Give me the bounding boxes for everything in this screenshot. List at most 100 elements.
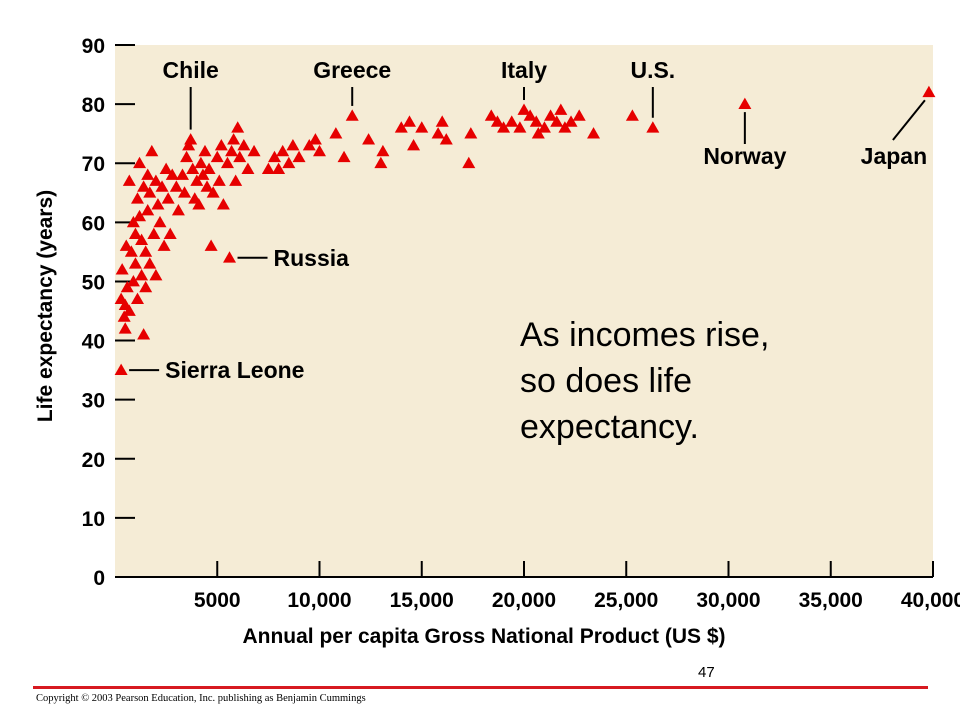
data-point [157,239,171,251]
data-point [206,186,220,198]
data-point [505,115,519,127]
data-point [204,239,218,251]
x-tick-label: 10,000 [287,589,351,612]
annotation-leader-japan [892,99,926,141]
data-point [272,162,286,175]
data-point [117,310,131,322]
data-point [376,144,390,157]
data-point [544,109,558,121]
y-tick-label: 80 [82,94,105,117]
y-tick-label: 50 [82,271,105,294]
copyright-notice: Copyright © 2003 Pearson Education, Inc.… [36,693,366,704]
x-tick-label: 20,000 [492,589,556,612]
data-point [169,180,183,192]
data-point [190,174,204,186]
data-point [155,180,169,192]
data-point [225,144,239,157]
annotation-label-sierra-leone: Sierra Leone [165,357,304,383]
life-expectancy-chart: 0 10 20 30 40 50 60 70 80 90 5000 10,000 15,000 20,00… [34,35,960,648]
data-point [115,263,129,275]
data-point [141,204,155,216]
data-point [282,156,296,169]
data-point [196,168,210,180]
annotation-label-chile: Chile [163,57,219,83]
y-tick-label: 60 [82,212,105,235]
callout-line-3: expectancy. [520,408,699,446]
data-point [118,322,132,334]
data-point [216,198,230,210]
data-point [484,109,498,121]
data-point [227,133,241,145]
y-tick-label: 30 [82,390,105,413]
data-point [210,150,224,163]
data-point [182,138,196,151]
data-point [133,209,147,222]
data-point [223,251,237,263]
data-point [137,328,151,340]
annotation-label-japan: Japan [861,143,927,169]
data-point [141,168,155,180]
data-point [194,156,208,169]
y-tick-label: 40 [82,331,105,354]
data-point [233,150,247,163]
data-point [558,121,572,133]
data-point [572,109,586,121]
data-point [435,115,449,127]
data-point [186,162,200,175]
x-axis-label: Annual per capita Gross National Product… [242,625,725,648]
data-point [402,115,416,127]
data-point [922,85,936,98]
annotation-label-russia: Russia [274,245,350,271]
data-point [513,121,527,133]
data-point [345,109,359,121]
data-point [130,292,144,305]
data-point [143,257,157,269]
data-point [147,227,161,240]
data-point [738,97,752,109]
data-point [149,174,163,186]
data-point [462,156,476,169]
data-point [139,245,153,257]
data-point [198,144,212,157]
data-point [490,115,504,127]
annotation-label-italy: Italy [501,57,547,83]
annotation-label-greece: Greece [313,57,391,83]
data-point [220,156,234,169]
data-point [135,233,149,245]
y-tick-label: 20 [82,449,105,472]
data-point [122,174,136,186]
footer-divider [33,686,928,689]
data-point [308,133,322,145]
data-point [231,121,245,133]
y-tick-label: 0 [93,567,105,590]
data-point [394,121,408,133]
data-point [292,150,306,163]
data-point [214,138,228,151]
data-point [587,127,601,139]
data-point [531,127,545,139]
data-point [139,280,153,293]
data-point [135,269,149,281]
data-point [646,121,660,133]
data-point [550,115,564,127]
x-tick-label: 35,000 [799,589,863,612]
data-point [374,156,388,169]
data-point [415,121,429,133]
data-point [180,150,194,163]
data-point [517,103,531,115]
data-point [128,257,142,269]
data-point [202,162,216,175]
plot-background [115,45,933,577]
data-point [286,138,300,151]
data-point [276,144,290,157]
data-point [247,144,261,157]
x-tick-label: 15,000 [390,589,454,612]
data-point [114,363,128,375]
data-point [184,133,198,145]
data-point [126,274,140,287]
data-point [362,133,376,145]
data-point [229,174,243,186]
page-number: 47 [698,664,715,681]
data-point [153,215,167,228]
data-point [137,180,151,192]
